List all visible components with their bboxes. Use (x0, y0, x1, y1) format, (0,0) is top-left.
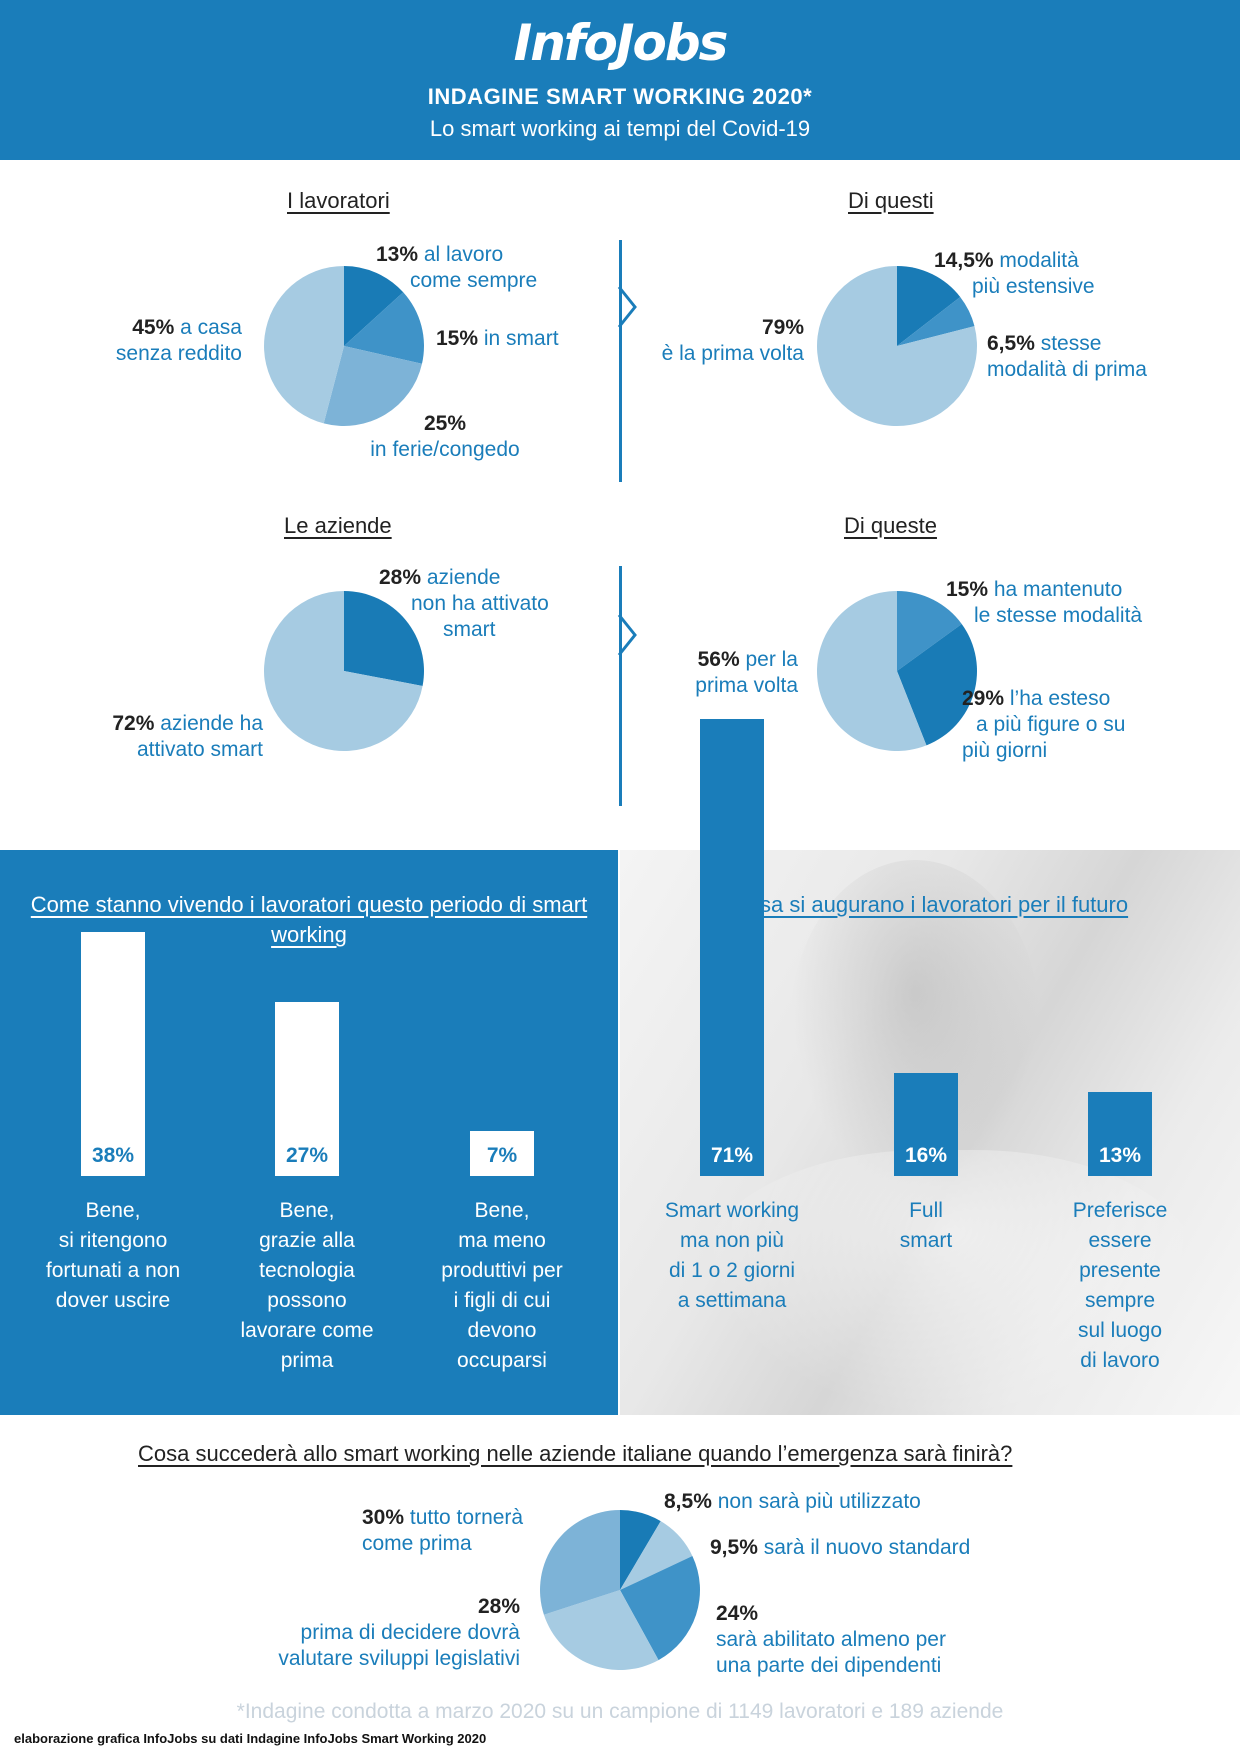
panel-title-come-stanno: Come stanno vivendo i lavoratori questo … (30, 892, 588, 947)
bar (1088, 1092, 1152, 1176)
bar-category-label: Bene, grazie alla tecnologia possono lav… (240, 1199, 374, 1372)
label-queste-esteso: 29% l’ha esteso a più figure o su più gior… (962, 687, 1126, 762)
chevron-right-icon (617, 286, 637, 328)
pie-slice (816, 591, 927, 751)
label-queste-prima-volta: 56% per la prima volta (695, 648, 798, 697)
pie-slice (897, 591, 962, 671)
pie-chart-lavoratori (264, 266, 424, 426)
bar-category-label: Bene, ma meno produttivi per i figli di … (441, 1199, 563, 1372)
bar (81, 932, 145, 1176)
survey-title: INDAGINE SMART WORKING 2020* (427, 84, 813, 109)
section-title-lavoratori: I lavoratori (287, 188, 390, 213)
pie-slice (543, 1590, 659, 1670)
label-futuro-abilitato: 24% sarà abilitato almeno per una parte de… (716, 1602, 946, 1677)
survey-footnote: *Indagine condotta a marzo 2020 su un ca… (236, 1700, 1004, 1723)
label-questi-prima-volta: 79% è la prima volta (661, 316, 804, 365)
bar (470, 1131, 534, 1176)
bar-value-label: 71% (710, 1144, 754, 1167)
background-photo-shape (700, 1150, 1200, 1420)
pie-slice (817, 266, 978, 426)
pie-slice (897, 296, 975, 346)
survey-subtitle: Lo smart working ai tempi del Covid-19 (429, 116, 811, 141)
chevron-right-icon (617, 614, 637, 656)
pie-chart-aziende (263, 591, 424, 751)
pie-chart-queste (816, 591, 977, 751)
label-queste-mantenuto: 15% ha mantenuto le stesse modalità (946, 578, 1143, 627)
pie-slice (897, 623, 977, 746)
label-lavoratori-ferie: 25% in ferie/congedo (370, 412, 520, 461)
bar-category-label: Preferisce essere presente sempre sul lu… (1072, 1199, 1168, 1372)
bar-value-label: 38% (91, 1144, 135, 1167)
section-title-futuro-aziende: Cosa succederà allo smart working nelle … (138, 1441, 1013, 1466)
bar-value-label: 13% (1098, 1144, 1142, 1167)
graphic-credit: elaborazione grafica InfoJobs su dati In… (14, 1731, 487, 1746)
label-futuro-come-prima: 30% tutto tornerà come prima (362, 1506, 524, 1555)
pie-slice (620, 1555, 701, 1661)
pie-slice (897, 266, 961, 346)
label-futuro-non-utilizzato: 8,5% non sarà più utilizzato (664, 1490, 921, 1513)
pie-slice (323, 346, 422, 426)
label-lavoratori-sempre: 13% al lavoro come sempre (376, 243, 538, 292)
bar (275, 1002, 339, 1176)
pie-slice (344, 591, 424, 686)
pie-chart-futuro-aziende (540, 1510, 701, 1670)
section-title-questi: Di questi (848, 188, 934, 213)
bar-value-label: 16% (904, 1144, 948, 1167)
bar-value-label: 7% (486, 1144, 518, 1167)
section-title-queste: Di queste (844, 513, 937, 538)
label-lavoratori-smart: 15% in smart (436, 327, 559, 350)
label-lavoratori-casa: 45% a casa senza reddito (115, 316, 242, 365)
bar (700, 719, 764, 1176)
label-futuro-nuovo-standard: 9,5% sarà il nuovo standard (710, 1536, 971, 1559)
bar-category-label: Full smart (899, 1199, 953, 1252)
pie-slice (620, 1521, 693, 1590)
pie-slice (264, 266, 344, 424)
label-aziende-attivato: 72% aziende ha attivato smart (112, 712, 263, 761)
bar-value-label: 27% (285, 1144, 329, 1167)
bar-category-label: Smart working ma non più di 1 o 2 giorni… (664, 1199, 800, 1312)
panel-title-futuro: Cosa si augurano i lavoratori per il fut… (731, 892, 1129, 917)
bar (894, 1073, 958, 1176)
pie-slice (540, 1510, 620, 1615)
label-aziende-non-attivato: 28% aziende non ha attivato smart (379, 566, 549, 641)
label-questi-estensive: 14,5% modalità più estensive (934, 249, 1095, 298)
pie-slice (344, 266, 404, 346)
bar-category-label: Bene, si ritengono fortunati a non dover… (45, 1199, 181, 1312)
section-title-aziende: Le aziende (284, 513, 392, 538)
infojobs-logo: InfoJobs (513, 14, 729, 72)
label-questi-stesse: 6,5% stesse modalità di prima (987, 332, 1147, 381)
pie-slice (344, 292, 424, 364)
header-banner: InfoJobs INDAGINE SMART WORKING 2020* Lo… (0, 0, 1240, 160)
pie-slice (263, 591, 423, 751)
section-divider (619, 566, 622, 806)
label-futuro-legislativi: 28% prima di decidere dovrà valutare svilu… (278, 1595, 520, 1670)
pie-chart-questi (817, 266, 978, 426)
section-divider (619, 240, 622, 482)
pie-slice (620, 1510, 661, 1590)
